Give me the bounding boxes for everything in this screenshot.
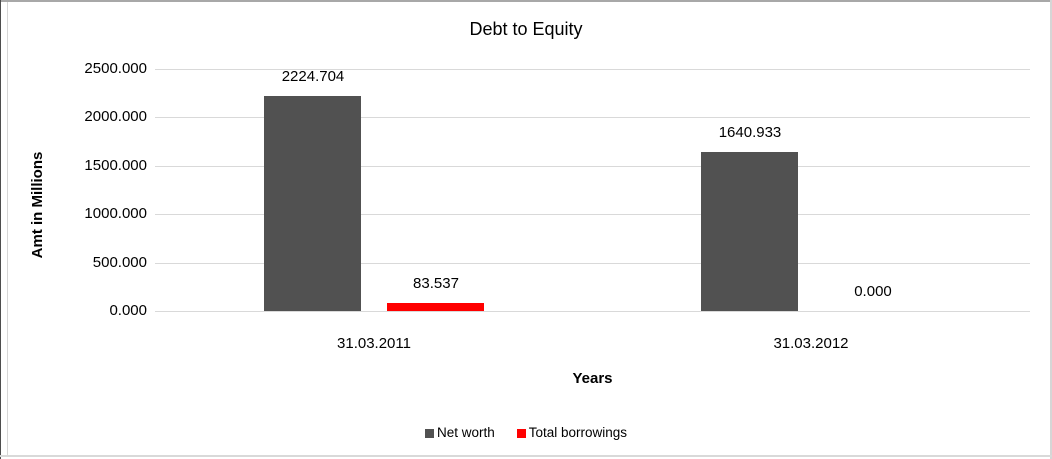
bar-net-worth (701, 152, 798, 311)
bar-total-borrowings (387, 303, 484, 311)
x-axis-title: Years (572, 370, 613, 387)
data-label: 0.000 (854, 283, 892, 300)
legend-marker-icon (516, 428, 526, 438)
x-category-label: 31.03.2011 (337, 335, 411, 352)
x-axis-line (155, 311, 1030, 312)
y-tick-label: 1000.000 (84, 205, 147, 222)
legend-label: Net worth (436, 425, 495, 440)
chart-legend: Net worth Total borrowings (0, 423, 1052, 443)
chart-title: Debt to Equity (469, 19, 583, 39)
frame-border-bottom (0, 455, 1052, 457)
frame-border-left (0, 0, 1, 459)
x-category-label: 31.03.2012 (773, 335, 849, 352)
y-gridline (155, 263, 1030, 264)
y-gridline (155, 166, 1030, 167)
frame-border-top (0, 0, 1052, 2)
frame-border-left-inner (7, 2, 8, 455)
legend-label: Total borrowings (528, 425, 628, 440)
legend-item-net-worth: Net worth (424, 425, 495, 441)
y-tick-label: 2500.000 (84, 60, 147, 77)
y-gridline (155, 214, 1030, 215)
legend-marker-icon (424, 428, 434, 438)
y-tick-label: 2000.000 (84, 108, 147, 125)
bar-net-worth (264, 96, 361, 311)
y-gridline (155, 117, 1030, 118)
y-tick-label: 0.000 (109, 302, 147, 319)
data-label: 83.537 (413, 275, 459, 292)
data-label: 1640.933 (718, 124, 782, 141)
data-label: 2224.704 (281, 68, 345, 85)
y-tick-label: 1500.000 (84, 157, 147, 174)
y-gridline (155, 69, 1030, 70)
legend-item-total-borrowings: Total borrowings (516, 425, 628, 441)
y-tick-label: 500.000 (92, 254, 147, 271)
